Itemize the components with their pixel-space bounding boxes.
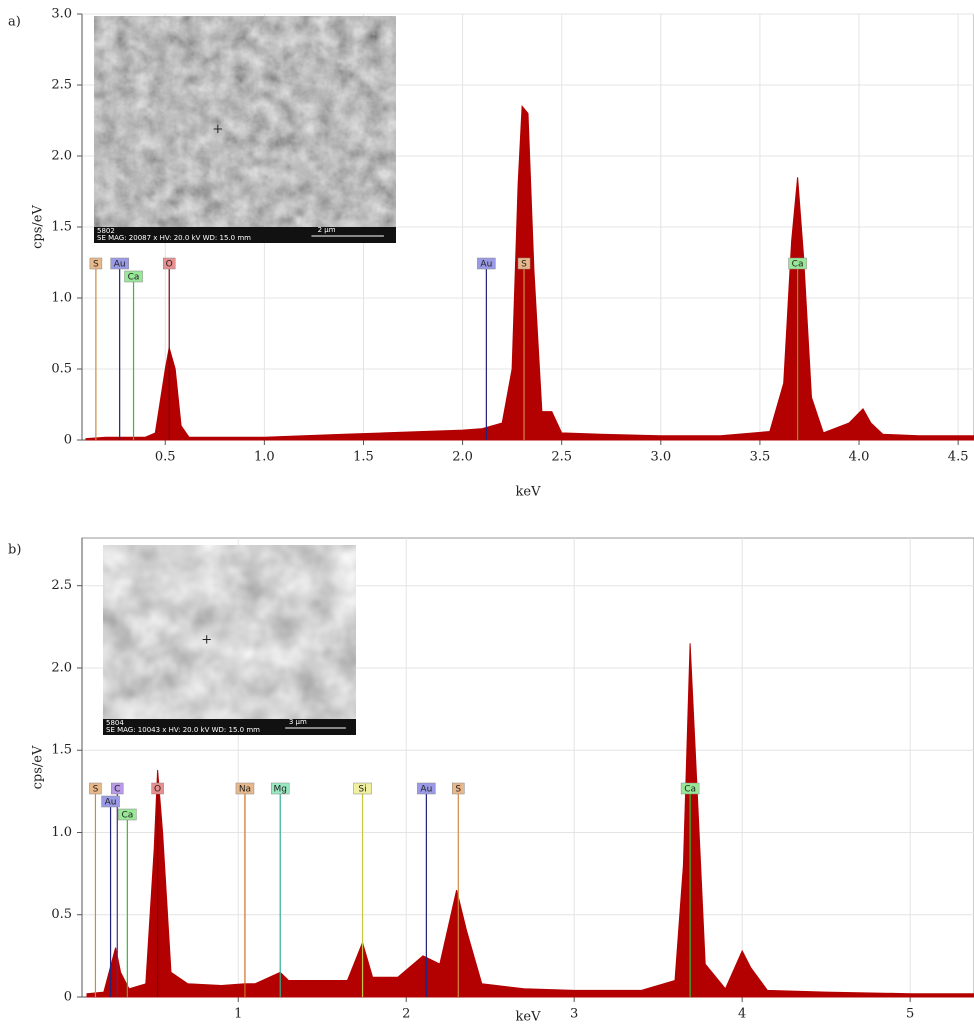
y-tick-label: 0.5 (51, 907, 72, 922)
element-tag (151, 782, 164, 795)
x-tick-label: 3.5 (750, 450, 771, 465)
y-tick-label: 2.5 (51, 578, 72, 593)
element-label: Ca (128, 273, 140, 283)
element-label: O (154, 785, 161, 795)
element-label: Ca (121, 811, 133, 821)
element-label: Mg (273, 785, 286, 795)
sem-cursor: + (212, 122, 223, 137)
element-label: Ca (684, 785, 696, 795)
y-tick-label: 1.0 (51, 825, 72, 840)
x-tick-label: 4.5 (948, 450, 969, 465)
element-label: C (114, 785, 120, 795)
element-tag (89, 782, 102, 795)
panel-label: a) (8, 15, 21, 30)
element-tag (101, 795, 120, 808)
element-tag (89, 257, 103, 270)
element-tag (452, 782, 465, 795)
element-label: Si (358, 785, 366, 795)
sem-image (103, 545, 356, 735)
element-tag (788, 257, 807, 270)
x-tick-label: 4.0 (849, 450, 870, 465)
x-tick-label: 1.5 (353, 450, 374, 465)
element-label: S (521, 260, 527, 270)
y-tick-label: 0 (64, 990, 72, 1005)
element-tag (680, 782, 700, 795)
x-tick-label: 2.0 (452, 450, 473, 465)
element-tag (162, 257, 176, 270)
x-tick-label: 4 (738, 1007, 746, 1022)
element-tag (417, 782, 436, 795)
x-tick-label: 5 (906, 1007, 914, 1022)
y-tick-label: 2.0 (51, 149, 72, 164)
x-tick-label: 2 (402, 1007, 410, 1022)
sem-info: SE MAG: 10043 x HV: 20.0 kV WD: 15.0 mm (106, 726, 260, 734)
element-tag (270, 782, 290, 795)
x-tick-label: 1.0 (254, 450, 275, 465)
y-tick-label: 0 (64, 433, 72, 448)
y-tick-label: 2.5 (51, 78, 72, 93)
x-tick-label: 2.5 (551, 450, 572, 465)
element-tag (110, 257, 129, 270)
y-tick-label: 2.0 (51, 660, 72, 675)
sem-info-bar (103, 719, 356, 735)
element-tag (118, 808, 137, 821)
element-tag (517, 257, 531, 270)
element-tag (477, 257, 496, 270)
element-label: S (93, 260, 99, 270)
element-tag (111, 782, 124, 795)
sem-info: SE MAG: 20087 x HV: 20.0 kV WD: 15.0 mm (97, 234, 251, 242)
element-label: Ca (792, 260, 804, 270)
element-tag (124, 270, 143, 283)
element-tag (235, 782, 255, 795)
x-tick-label: 3.0 (650, 450, 671, 465)
element-tag (353, 782, 372, 795)
y-tick-label: 0.5 (51, 362, 72, 377)
y-tick-label: 1.5 (51, 743, 72, 758)
sem-scale: 3 µm (289, 718, 307, 726)
x-axis-label: keV (516, 485, 542, 500)
panel-label: b) (8, 543, 21, 558)
spectrum (86, 643, 974, 998)
element-label: Au (105, 798, 117, 808)
element-label: O (166, 260, 173, 270)
x-tick-label: 1 (234, 1007, 242, 1022)
sem-cursor: + (201, 633, 212, 648)
sem-id: 5804 (106, 719, 124, 727)
x-tick-label: 3 (570, 1007, 578, 1022)
sem-id: 5802 (97, 227, 115, 235)
y-tick-label: 1.5 (51, 220, 72, 235)
element-label: S (455, 785, 461, 795)
y-tick-label: 3.0 (51, 7, 72, 22)
y-axis-label: cps/eV (31, 205, 46, 249)
y-axis-label: cps/eV (31, 745, 46, 789)
element-label: S (93, 785, 99, 795)
sem-scale: 2 µm (318, 226, 336, 234)
x-tick-label: 0.5 (155, 450, 176, 465)
sem-info-bar (94, 227, 396, 243)
x-axis-label: keV (516, 1010, 542, 1025)
element-label: Au (114, 260, 126, 270)
y-tick-label: 1.0 (51, 291, 72, 306)
element-label: Au (480, 260, 492, 270)
element-label: Au (420, 785, 432, 795)
element-label: Na (239, 785, 251, 795)
spectrum (85, 104, 974, 441)
sem-image (94, 16, 396, 243)
